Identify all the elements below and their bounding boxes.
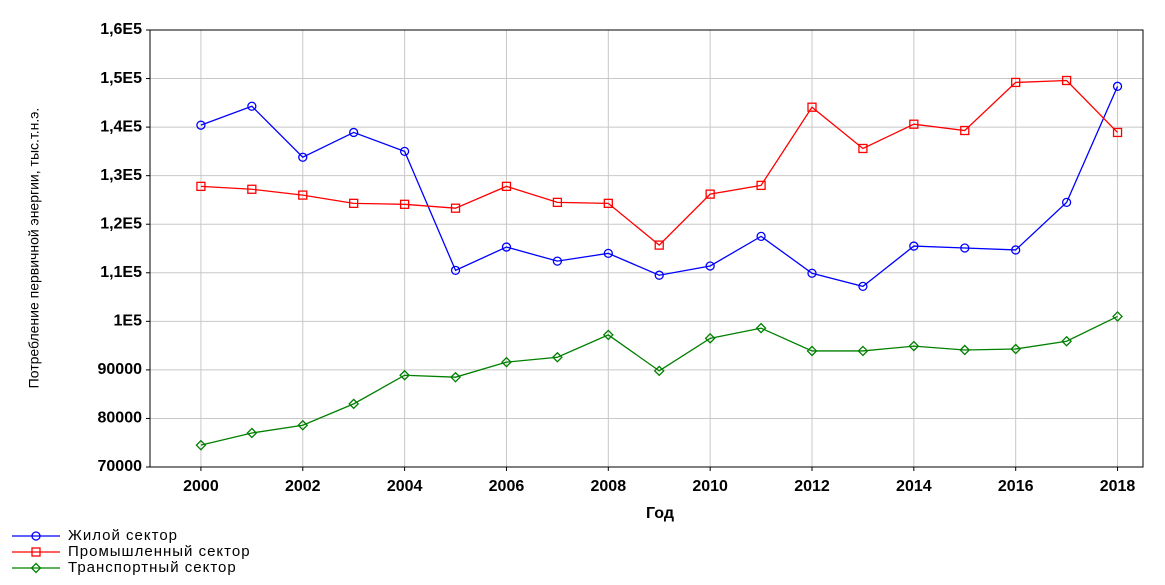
marker [908, 340, 920, 352]
x-tick-label: 2018 [1100, 478, 1136, 495]
x-tick-label: 2002 [285, 478, 321, 495]
marker [348, 398, 360, 410]
marker [705, 189, 715, 199]
y-tick-label: 1E5 [114, 313, 143, 330]
marker [31, 531, 41, 541]
marker [807, 102, 817, 112]
y-tick-label: 1,1E5 [100, 264, 142, 281]
marker [501, 181, 512, 191]
marker [960, 243, 970, 253]
marker [756, 231, 766, 242]
x-tick-label: 2004 [387, 478, 423, 495]
marker [960, 125, 970, 136]
series-line [200, 79, 1119, 246]
marker [705, 261, 715, 271]
marker [756, 180, 766, 191]
marker [450, 203, 461, 213]
marker [399, 199, 410, 209]
marker [450, 265, 461, 276]
marker [1112, 311, 1123, 322]
marker [246, 427, 258, 439]
marker [450, 371, 461, 383]
y-tick-label: 1,4E5 [100, 118, 142, 135]
marker [195, 439, 207, 451]
marker [654, 270, 664, 280]
marker [755, 322, 767, 334]
x-tick-label: 2012 [794, 478, 830, 495]
marker [196, 120, 206, 130]
x-tick-label: 2008 [591, 478, 627, 495]
y-tick-label: 1,3E5 [100, 167, 142, 184]
marker [858, 143, 868, 154]
series-line [200, 315, 1118, 446]
marker [552, 256, 563, 266]
marker [654, 240, 664, 250]
y-tick-label: 1,6E5 [100, 21, 142, 38]
marker [603, 198, 613, 208]
marker [501, 242, 512, 252]
x-tick-label: 2006 [489, 478, 525, 495]
marker [196, 181, 206, 191]
marker [399, 369, 411, 381]
marker [959, 344, 971, 356]
marker [1112, 127, 1123, 138]
marker [31, 547, 41, 557]
y-tick-label: 90000 [98, 361, 143, 378]
legend-label: Жилой сектор [68, 527, 178, 544]
x-tick-label: 2010 [692, 478, 728, 495]
marker [1010, 343, 1022, 355]
y-tick-label: 70000 [98, 458, 143, 475]
y-tick-label: 80000 [98, 410, 143, 427]
x-tick-label: 2016 [998, 478, 1034, 495]
x-tick-label: 2000 [183, 478, 219, 495]
plot-frame [149, 29, 1144, 468]
series-line [200, 86, 1119, 288]
marker [857, 345, 869, 357]
y-tick-label: 1,5E5 [100, 70, 142, 87]
marker [298, 152, 308, 162]
legend-label: Промышленный сектор [68, 543, 251, 560]
x-axis-label: Год [646, 505, 674, 522]
marker [298, 190, 308, 200]
marker [1011, 245, 1021, 255]
marker [349, 198, 359, 208]
marker [552, 197, 563, 208]
marker [858, 281, 868, 292]
marker [30, 562, 42, 574]
marker [602, 329, 614, 341]
marker [247, 184, 257, 194]
marker [806, 345, 818, 357]
legend-label: Транспортный сектор [68, 559, 237, 576]
marker [653, 365, 665, 377]
marker [551, 351, 563, 363]
marker [501, 356, 512, 368]
marker [1011, 77, 1021, 88]
marker [399, 146, 410, 157]
x-tick-label: 2014 [896, 478, 932, 495]
marker [1061, 335, 1073, 347]
marker [909, 119, 919, 129]
marker [349, 127, 359, 138]
marker [1061, 197, 1072, 208]
marker [909, 241, 919, 251]
marker [807, 268, 817, 278]
y-tick-label: 1,2E5 [100, 215, 142, 232]
marker [297, 419, 309, 431]
marker [1061, 75, 1072, 86]
marker [1112, 81, 1123, 91]
marker [704, 332, 716, 344]
marker [603, 248, 613, 259]
marker [247, 101, 257, 111]
y-axis-label: Потребление первичной энергии, тыс.т.н.э… [26, 108, 42, 389]
